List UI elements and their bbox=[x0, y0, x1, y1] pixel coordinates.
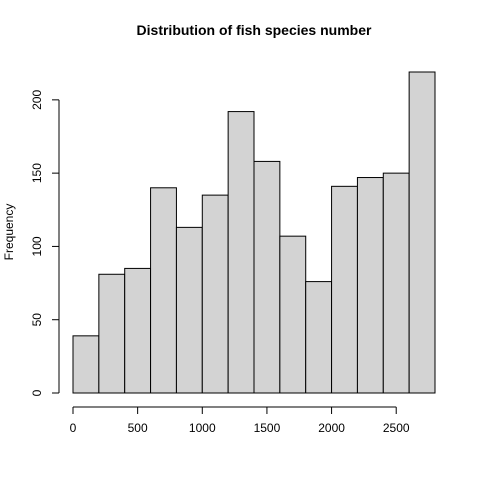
y-tick-label: 150 bbox=[30, 163, 44, 183]
histogram-bar bbox=[227, 111, 255, 394]
histogram-bar bbox=[98, 273, 126, 394]
y-tick-label: 200 bbox=[30, 90, 44, 110]
y-tick-label: 100 bbox=[30, 236, 44, 256]
histogram-bar bbox=[253, 160, 281, 394]
x-axis: 0 500 1000 1500 2000 2500 bbox=[70, 406, 410, 435]
histogram-bar bbox=[201, 194, 229, 394]
y-tick-label: 50 bbox=[30, 313, 44, 327]
histogram-bar bbox=[331, 185, 358, 394]
x-tick-label: 1500 bbox=[254, 421, 281, 435]
x-tick-label: 2500 bbox=[383, 421, 410, 435]
x-tick-label: 1000 bbox=[189, 421, 216, 435]
histogram-bar bbox=[356, 177, 384, 394]
histogram-bar bbox=[408, 71, 436, 394]
y-axis: 0 50 100 150 200 bbox=[30, 90, 60, 396]
x-tick-label: 500 bbox=[128, 421, 148, 435]
histogram-bar bbox=[279, 235, 307, 394]
bars-group bbox=[72, 71, 436, 394]
x-tick-label: 0 bbox=[70, 421, 77, 435]
chart-title: Distribution of fish species number bbox=[137, 22, 372, 38]
histogram-bar bbox=[124, 267, 152, 394]
y-axis-label: Frequency bbox=[2, 204, 16, 261]
histogram-bar bbox=[382, 172, 410, 394]
x-tick-label: 2000 bbox=[318, 421, 345, 435]
histogram-bar bbox=[150, 187, 177, 394]
histogram-bar bbox=[305, 281, 333, 394]
histogram-bar bbox=[72, 335, 100, 394]
histogram-bar bbox=[175, 226, 203, 394]
y-tick-label: 0 bbox=[30, 389, 44, 396]
